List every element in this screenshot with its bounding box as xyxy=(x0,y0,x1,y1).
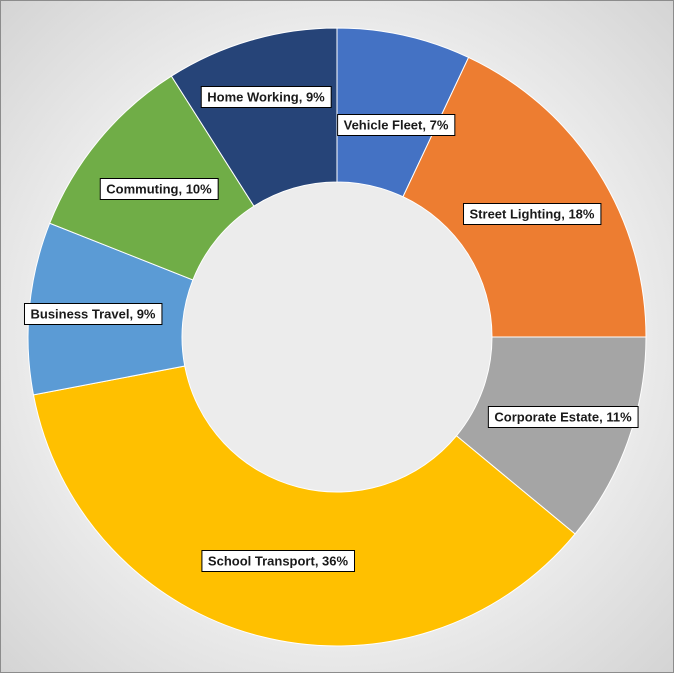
slices-group xyxy=(27,27,647,647)
data-labels-group: Vehicle Fleet, 7% Street Lighting, 18% Cor… xyxy=(23,86,639,572)
svg-text:Corporate Estate, 11%: Corporate Estate, 11% xyxy=(494,410,632,425)
slice-home-working xyxy=(170,27,338,207)
svg-text:Vehicle Fleet, 7%: Vehicle Fleet, 7% xyxy=(344,118,449,133)
svg-text:Street Lighting, 18%: Street Lighting, 18% xyxy=(470,207,595,222)
svg-text:Commuting, 10%: Commuting, 10% xyxy=(106,182,212,197)
slice-street-lighting xyxy=(402,56,647,338)
donut-hole xyxy=(182,182,492,492)
data-label-vehicle-fleet: Vehicle Fleet, 7% xyxy=(337,114,456,136)
data-label-home-working: Home Working, 9% xyxy=(200,86,332,108)
data-label-street-lighting: Street Lighting, 18% xyxy=(463,203,602,225)
data-label-business-travel: Business Travel, 9% xyxy=(23,303,163,325)
svg-text:Business Travel, 9%: Business Travel, 9% xyxy=(30,307,155,322)
data-label-school-transport: School Transport, 36% xyxy=(201,550,356,572)
svg-text:Home Working, 9%: Home Working, 9% xyxy=(207,90,325,105)
data-label-commuting: Commuting, 10% xyxy=(99,178,219,200)
svg-text:School Transport, 36%: School Transport, 36% xyxy=(208,554,349,569)
slice-school-transport xyxy=(32,365,576,647)
data-label-corporate-estate: Corporate Estate, 11% xyxy=(487,406,639,428)
